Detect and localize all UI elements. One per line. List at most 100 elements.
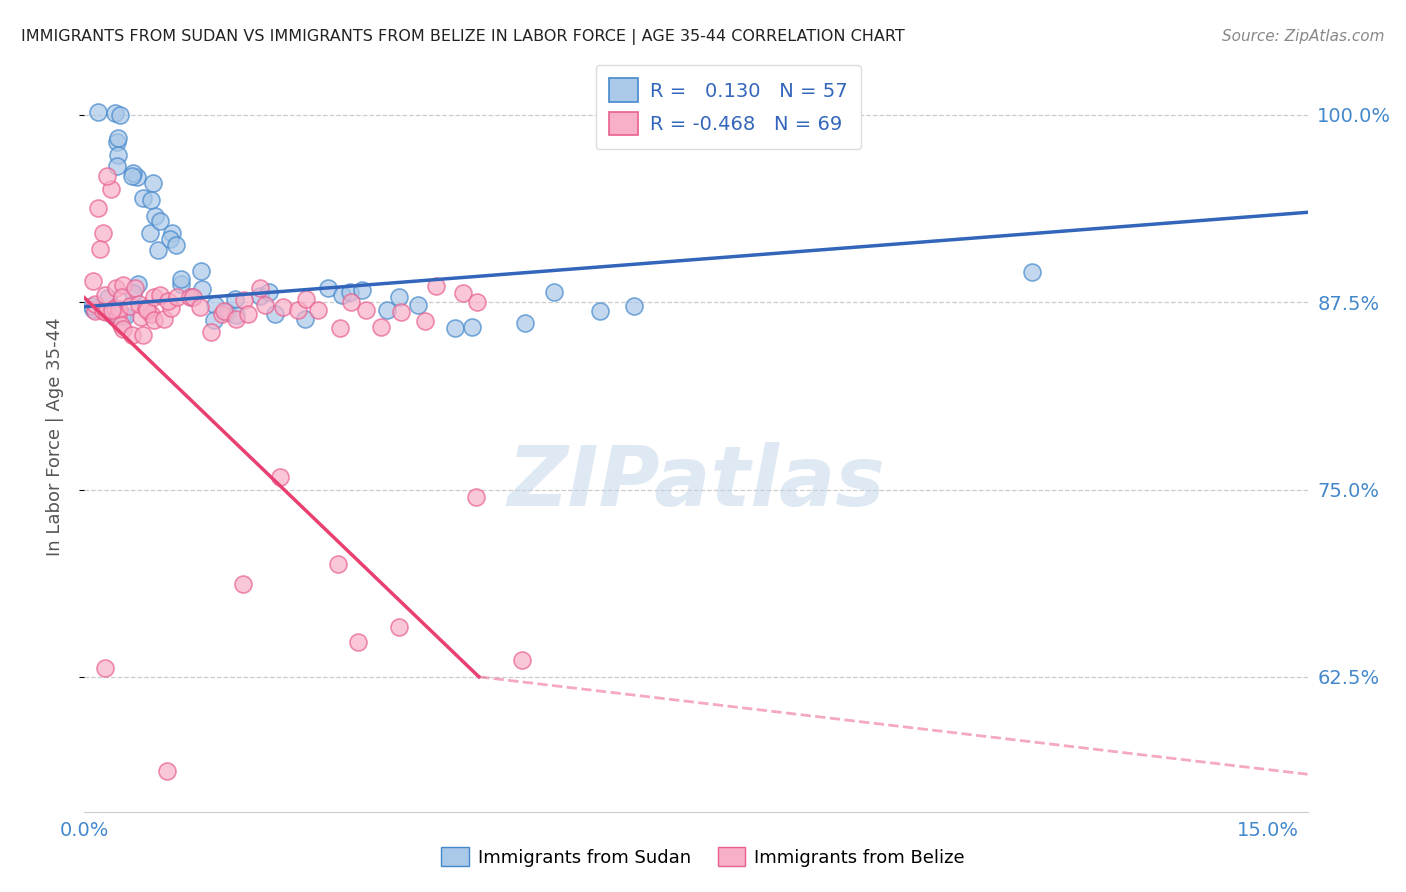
Point — [170, 271, 193, 285]
Point — [165, 238, 187, 252]
Point — [589, 303, 612, 318]
Point — [510, 653, 533, 667]
Text: Source: ZipAtlas.com: Source: ZipAtlas.com — [1222, 29, 1385, 44]
Point — [96, 169, 118, 183]
Point — [180, 290, 202, 304]
Point — [96, 291, 118, 305]
Point — [389, 305, 412, 319]
Point — [101, 307, 124, 321]
Point — [307, 303, 329, 318]
Point — [111, 309, 134, 323]
Point — [464, 490, 486, 504]
Point — [543, 285, 565, 299]
Point — [388, 290, 411, 304]
Point — [444, 321, 467, 335]
Point — [170, 277, 193, 291]
Point — [352, 283, 374, 297]
Point — [114, 309, 136, 323]
Point — [375, 303, 398, 318]
Y-axis label: In Labor Force | Age 35-44: In Labor Force | Age 35-44 — [45, 318, 63, 557]
Point — [294, 312, 316, 326]
Point — [101, 303, 124, 318]
Point — [153, 312, 176, 326]
Point — [425, 279, 447, 293]
Point — [104, 310, 127, 324]
Point — [91, 304, 114, 318]
Point — [513, 316, 536, 330]
Point — [139, 193, 162, 207]
Point — [156, 293, 179, 308]
Point — [82, 301, 104, 316]
Point — [127, 170, 149, 185]
Point — [328, 557, 350, 571]
Point — [143, 210, 166, 224]
Point — [330, 288, 353, 302]
Point — [111, 290, 134, 304]
Point — [128, 297, 150, 311]
Point — [107, 308, 129, 322]
Point — [94, 288, 117, 302]
Point — [249, 289, 271, 303]
Point — [132, 191, 155, 205]
Point — [339, 285, 361, 299]
Point — [1021, 265, 1043, 279]
Point — [370, 319, 392, 334]
Point — [149, 213, 172, 227]
Point — [190, 264, 212, 278]
Point — [159, 232, 181, 246]
Point — [347, 635, 370, 649]
Point — [121, 327, 143, 342]
Point — [120, 299, 142, 313]
Point — [142, 290, 165, 304]
Point — [156, 764, 179, 779]
Point — [263, 307, 285, 321]
Point — [204, 298, 226, 312]
Point — [214, 303, 236, 318]
Text: ZIPatlas: ZIPatlas — [508, 442, 884, 523]
Point — [236, 307, 259, 321]
Point — [200, 325, 222, 339]
Point — [271, 300, 294, 314]
Point — [181, 289, 204, 303]
Point — [142, 176, 165, 190]
Point — [82, 299, 104, 313]
Point — [121, 169, 143, 184]
Point — [249, 281, 271, 295]
Point — [107, 148, 129, 162]
Legend: Immigrants from Sudan, Immigrants from Belize: Immigrants from Sudan, Immigrants from B… — [434, 840, 972, 874]
Point — [91, 226, 114, 240]
Point — [451, 286, 474, 301]
Point — [388, 620, 411, 634]
Point — [107, 130, 129, 145]
Point — [107, 136, 129, 150]
Point — [160, 226, 183, 240]
Point — [84, 304, 107, 318]
Point — [257, 285, 280, 300]
Point — [122, 285, 145, 300]
Point — [188, 300, 211, 314]
Point — [191, 282, 214, 296]
Point — [211, 308, 233, 322]
Point — [269, 470, 291, 484]
Point — [87, 104, 110, 119]
Point — [94, 305, 117, 319]
Point — [108, 108, 131, 122]
Point — [215, 305, 238, 319]
Point — [139, 227, 162, 241]
Point — [142, 312, 165, 326]
Point — [94, 661, 117, 675]
Point — [318, 281, 340, 295]
Point — [623, 299, 645, 313]
Point — [139, 307, 162, 321]
Point — [111, 322, 134, 336]
Point — [86, 202, 108, 216]
Point — [179, 290, 201, 304]
Point — [89, 242, 111, 256]
Point — [107, 301, 129, 316]
Point — [225, 308, 247, 322]
Point — [225, 312, 247, 326]
Point — [124, 281, 146, 295]
Point — [105, 159, 128, 173]
Point — [232, 577, 254, 591]
Point — [340, 294, 363, 309]
